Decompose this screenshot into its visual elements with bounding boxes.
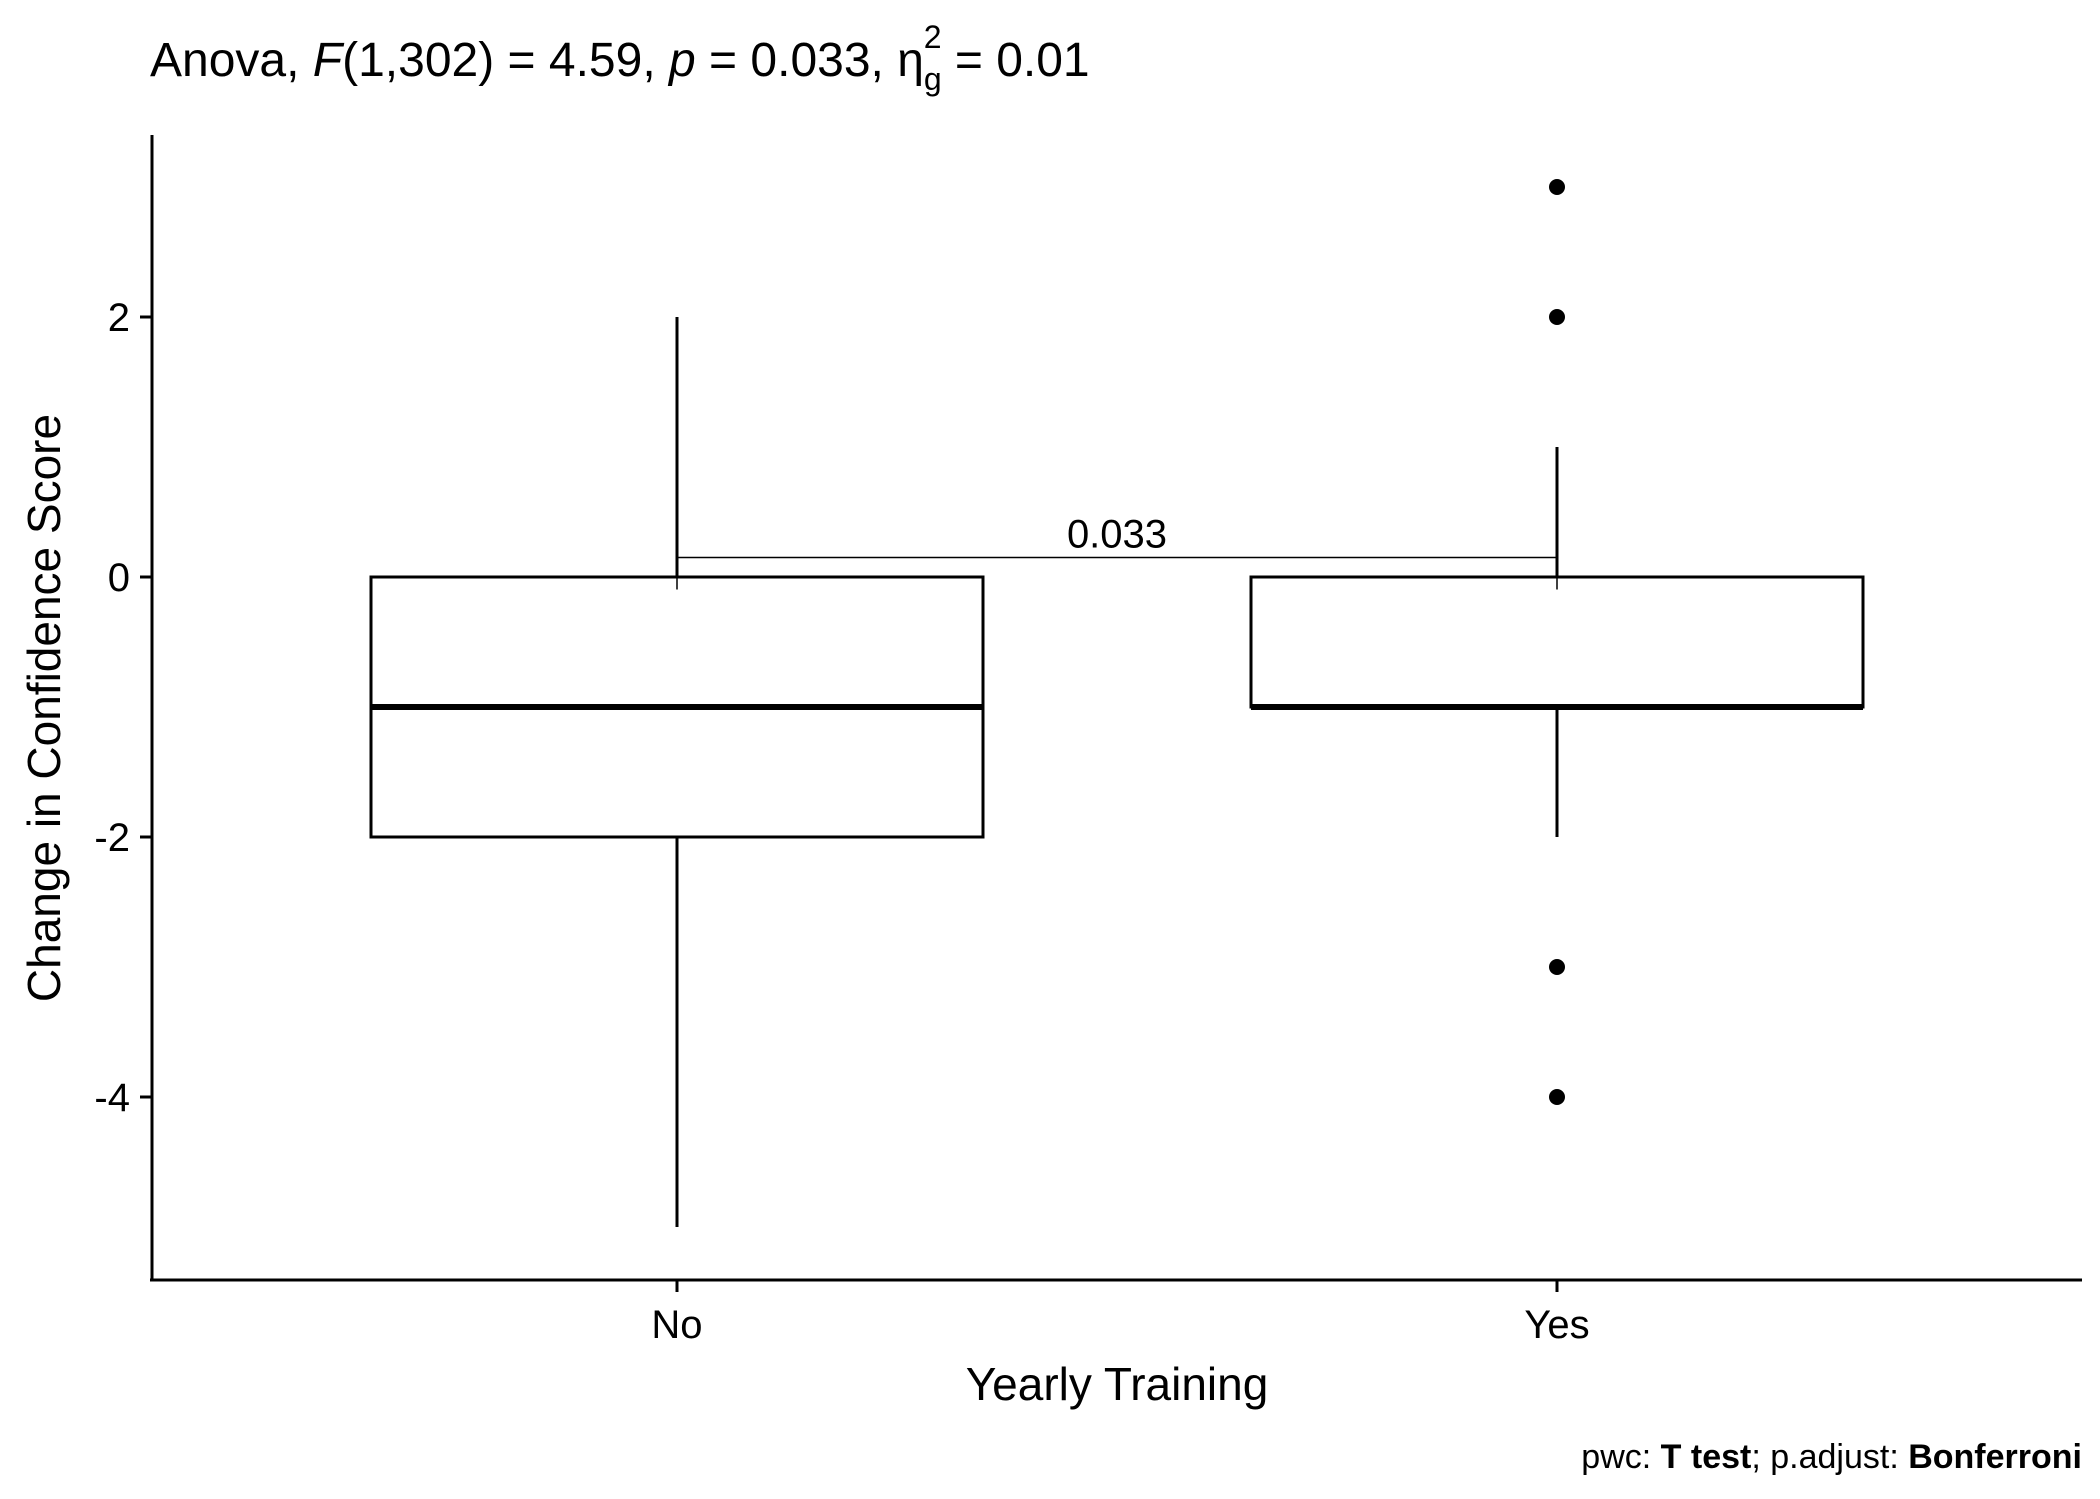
outliers [1549,179,1565,1105]
y-ticks: -4 -2 0 2 [94,296,152,1120]
title-prefix: Anova, [150,34,313,87]
title-eta-symbol: η [897,34,924,87]
box-iqr [1249,575,1865,709]
outlier-point [1549,959,1565,975]
box-no [369,317,985,1227]
comparison-line [676,556,1558,590]
caption-adjust-value: Bonferroni [1908,1438,2082,1476]
x-tick-label: No [651,1303,702,1347]
caption-sep: ; p.adjust: [1751,1438,1908,1476]
outlier-point [1549,1089,1565,1105]
caption: pwc: T test; p.adjust: Bonferroni [1581,1438,2082,1476]
title-p-symbol: p [667,34,696,87]
y-tick-label: -4 [94,1076,130,1120]
title-eta-value: = 0.01 [942,34,1090,87]
y-tick-label: 2 [108,296,130,340]
box-yes [1249,447,1865,837]
y-tick-label: -2 [94,816,130,860]
comparison-bracket: 0.033 [676,513,1558,590]
caption-pwc-value: T test [1661,1438,1752,1476]
chart-title: Anova, F(1,302) = 4.59, p = 0.033, ηg 2 =… [150,19,1090,97]
title-eta-sub: g [924,61,942,97]
title-p-value: = 0.033, [696,34,898,87]
y-tick-label: 0 [108,556,130,600]
comparison-p-label: 0.033 [1067,513,1167,557]
title-f-symbol: F [313,34,345,87]
boxes [369,317,1865,1227]
title-eta-sup: 2 [924,19,942,55]
x-axis-label: Yearly Training [966,1358,1269,1410]
x-tick-label: Yes [1524,1303,1589,1347]
x-ticks: No Yes [651,1280,1590,1347]
title-f-args: (1,302) = 4.59, [342,34,669,87]
outlier-point [1549,179,1565,195]
caption-pwc-label: pwc: [1581,1438,1660,1476]
outlier-point [1549,309,1565,325]
y-axis-label: Change in Confidence Score [18,414,70,1002]
